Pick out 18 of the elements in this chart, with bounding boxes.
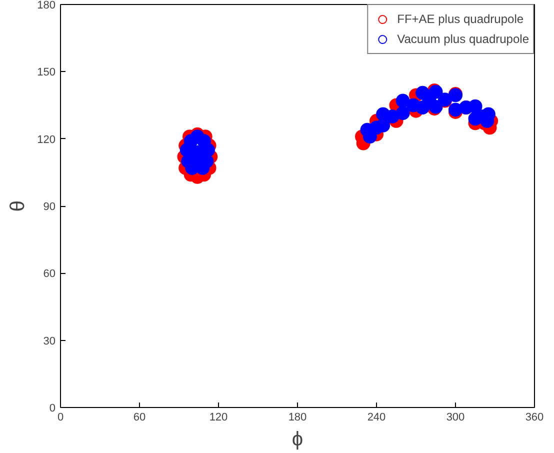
y-tick-label: 90 — [43, 201, 56, 213]
y-tick-label: 30 — [43, 335, 56, 348]
y-tick-label: 120 — [37, 134, 56, 146]
x-tick-label: 180 — [288, 412, 307, 424]
x-tick-label: 360 — [525, 412, 544, 424]
y-axis-title: θ — [7, 200, 30, 212]
y-tick-label: 180 — [37, 0, 56, 12]
x-tick-label: 300 — [446, 412, 465, 424]
x-tick-label: 120 — [209, 412, 228, 424]
y-tick-label: 0 — [49, 402, 56, 414]
y-tick-label: 60 — [43, 268, 56, 280]
x-axis-title: ϕ — [292, 428, 304, 450]
x-tick-label: 0 — [57, 412, 64, 424]
legend-label: FF+AE plus quadrupole — [397, 12, 524, 26]
y-tick-label: 150 — [37, 66, 56, 79]
x-tick-label: 60 — [133, 412, 146, 424]
x-tick-label: 240 — [367, 412, 386, 424]
legend-label: Vacuum plus quadrupole — [397, 32, 529, 46]
